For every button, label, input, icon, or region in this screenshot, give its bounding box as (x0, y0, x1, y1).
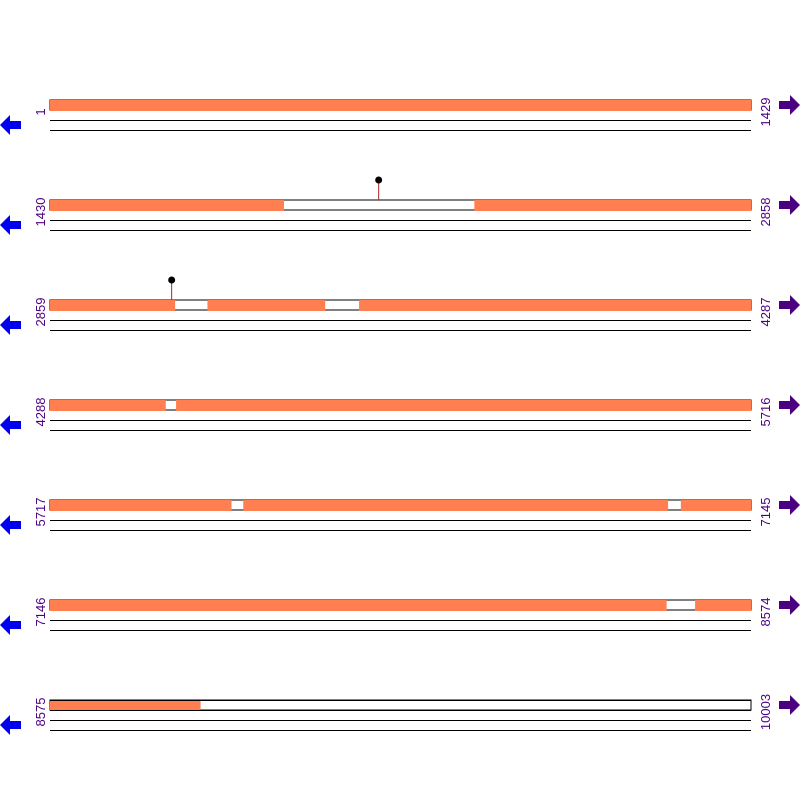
left-arrow-icon[interactable] (0, 215, 21, 235)
left-arrow-icon[interactable] (0, 115, 21, 135)
left-arrow-icon[interactable] (0, 415, 21, 435)
coverage-segment (243, 500, 669, 511)
right-arrow-icon[interactable] (779, 95, 800, 115)
coverage-segment (474, 200, 751, 211)
row-start-label: 5717 (33, 498, 48, 527)
coverage-segment (176, 400, 751, 411)
coverage-segment (680, 500, 751, 511)
coverage-segment (50, 100, 751, 111)
sequence-row: 7146 8574 (0, 595, 800, 635)
row-start-label: 1430 (33, 198, 48, 227)
coverage-segment (695, 600, 751, 611)
right-arrow-icon[interactable] (779, 195, 800, 215)
sequence-row: 1430 2858 (0, 176, 800, 235)
coverage-segment (50, 300, 176, 311)
marker-head (375, 176, 383, 184)
left-arrow-icon[interactable] (0, 715, 21, 735)
row-start-label: 1 (33, 108, 48, 115)
coverage-segment (50, 500, 232, 511)
row-end-label: 8574 (758, 598, 773, 627)
sequence-row: 5717 7145 (0, 495, 800, 535)
marker-head (168, 276, 176, 284)
left-arrow-icon[interactable] (0, 315, 21, 335)
row-end-label: 4287 (758, 298, 773, 327)
left-arrow-icon[interactable] (0, 615, 21, 635)
row-start-label: 2859 (33, 298, 48, 327)
row-end-label: 7145 (758, 498, 773, 527)
left-arrow-icon[interactable] (0, 515, 21, 535)
row-end-label: 10003 (758, 694, 773, 730)
coverage-segment (50, 600, 667, 611)
right-arrow-icon[interactable] (779, 395, 800, 415)
coverage-segment (50, 400, 166, 411)
coverage-segment (50, 700, 201, 711)
sequence-row: 4288 5716 (0, 395, 800, 435)
row-start-label: 7146 (33, 598, 48, 627)
sequence-row: 1 1429 (0, 95, 800, 135)
sequence-row: 8575 10003 (0, 694, 800, 735)
sequence-row: 2859 4287 (0, 276, 800, 335)
right-arrow-icon[interactable] (779, 295, 800, 315)
row-start-label: 4288 (33, 398, 48, 427)
row-end-label: 2858 (758, 198, 773, 227)
row-start-label: 8575 (33, 698, 48, 727)
right-arrow-icon[interactable] (779, 595, 800, 615)
row-end-label: 5716 (758, 398, 773, 427)
right-arrow-icon[interactable] (779, 495, 800, 515)
right-arrow-icon[interactable] (779, 695, 800, 715)
coverage-segment (50, 200, 284, 211)
row-end-label: 1429 (758, 98, 773, 127)
coverage-segment (207, 300, 326, 311)
coverage-segment (359, 300, 751, 311)
